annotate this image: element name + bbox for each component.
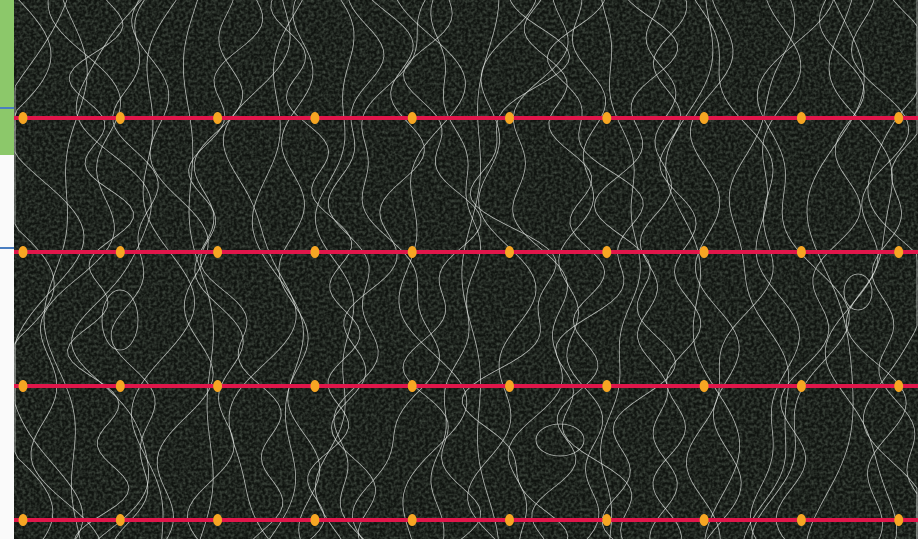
sample-point	[18, 380, 28, 392]
sample-point	[505, 514, 514, 526]
contour-line	[131, 0, 214, 539]
contour-line	[467, 0, 537, 539]
contour-lines	[14, 0, 918, 539]
contour-loop	[101, 289, 139, 351]
sample-point	[310, 112, 320, 124]
contour-loop	[843, 273, 873, 311]
sample-point	[213, 246, 223, 258]
contour-line	[183, 0, 214, 539]
contour-line	[327, 0, 385, 539]
contour-line	[600, 0, 641, 539]
contour-line	[67, 0, 134, 539]
contour-line	[352, 0, 441, 539]
contour-line	[558, 0, 607, 539]
sample-point	[894, 112, 904, 124]
sample-point	[894, 380, 904, 392]
sample-point	[310, 380, 320, 392]
sample-point	[602, 514, 612, 526]
sample-point	[602, 246, 612, 258]
contour-line	[110, 0, 159, 539]
contour-line	[728, 0, 796, 539]
contour-line	[775, 0, 865, 539]
sample-point	[115, 246, 125, 258]
sample-point	[115, 380, 125, 392]
sample-point	[407, 380, 417, 392]
contour-line	[689, 0, 742, 539]
sample-point	[894, 246, 904, 258]
contour-line	[846, 0, 910, 539]
sample-point	[407, 514, 417, 526]
contour-line	[278, 0, 321, 539]
contour-line	[749, 0, 802, 539]
contour-line	[871, 0, 918, 539]
contour-line	[824, 0, 898, 539]
contour-line	[396, 0, 468, 539]
sample-point	[699, 514, 709, 526]
sample-point	[505, 112, 514, 124]
sample-point	[310, 246, 320, 258]
contour-line	[685, 0, 774, 539]
sample-point	[115, 514, 125, 526]
sample-point	[796, 246, 806, 258]
sample-point	[18, 112, 28, 124]
contour-loop	[535, 423, 585, 457]
contour-line	[430, 0, 481, 539]
contour-line	[402, 0, 482, 539]
sample-point	[18, 246, 28, 258]
contour-line	[14, 0, 85, 539]
contour-line	[751, 0, 850, 539]
contour-line	[251, 0, 304, 539]
contour-line	[461, 0, 571, 539]
contour-line	[652, 0, 702, 539]
sample-point	[699, 380, 709, 392]
sample-point	[213, 380, 223, 392]
sample-point	[796, 112, 806, 124]
sample-point	[602, 380, 612, 392]
contour-line	[665, 0, 741, 539]
sample-point	[505, 380, 514, 392]
sample-point	[505, 246, 514, 258]
sample-point	[310, 514, 320, 526]
contour-line	[43, 0, 88, 539]
sample-point	[115, 112, 125, 124]
sample-point	[894, 514, 904, 526]
sample-point	[18, 514, 28, 526]
contour-line	[593, 0, 679, 539]
contour-line	[547, 0, 644, 539]
contour-line	[270, 0, 361, 539]
contour-line	[131, 0, 196, 539]
sample-point	[699, 112, 709, 124]
contour-line	[314, 0, 355, 539]
contour-line	[461, 0, 500, 539]
sample-point	[699, 246, 709, 258]
side-panel-tab	[0, 0, 14, 155]
contour-line	[331, 0, 425, 539]
contour-line	[222, 0, 297, 539]
contour-line	[14, 0, 55, 539]
canopy-texture	[14, 0, 918, 539]
sample-point	[796, 514, 806, 526]
sample-point	[602, 112, 612, 124]
contour-line	[523, 0, 606, 539]
sample-point	[213, 112, 223, 124]
contour-line	[188, 0, 284, 539]
contour-line	[187, 0, 244, 539]
sample-point	[213, 514, 223, 526]
sample-point	[407, 112, 417, 124]
sample-point	[796, 380, 806, 392]
transect-lines	[14, 112, 918, 526]
sample-point	[407, 246, 417, 258]
contour-line	[637, 0, 678, 539]
contour-line	[30, 0, 122, 539]
contour-line	[507, 0, 569, 539]
contour-line	[71, 0, 152, 539]
contour-line	[806, 0, 865, 539]
